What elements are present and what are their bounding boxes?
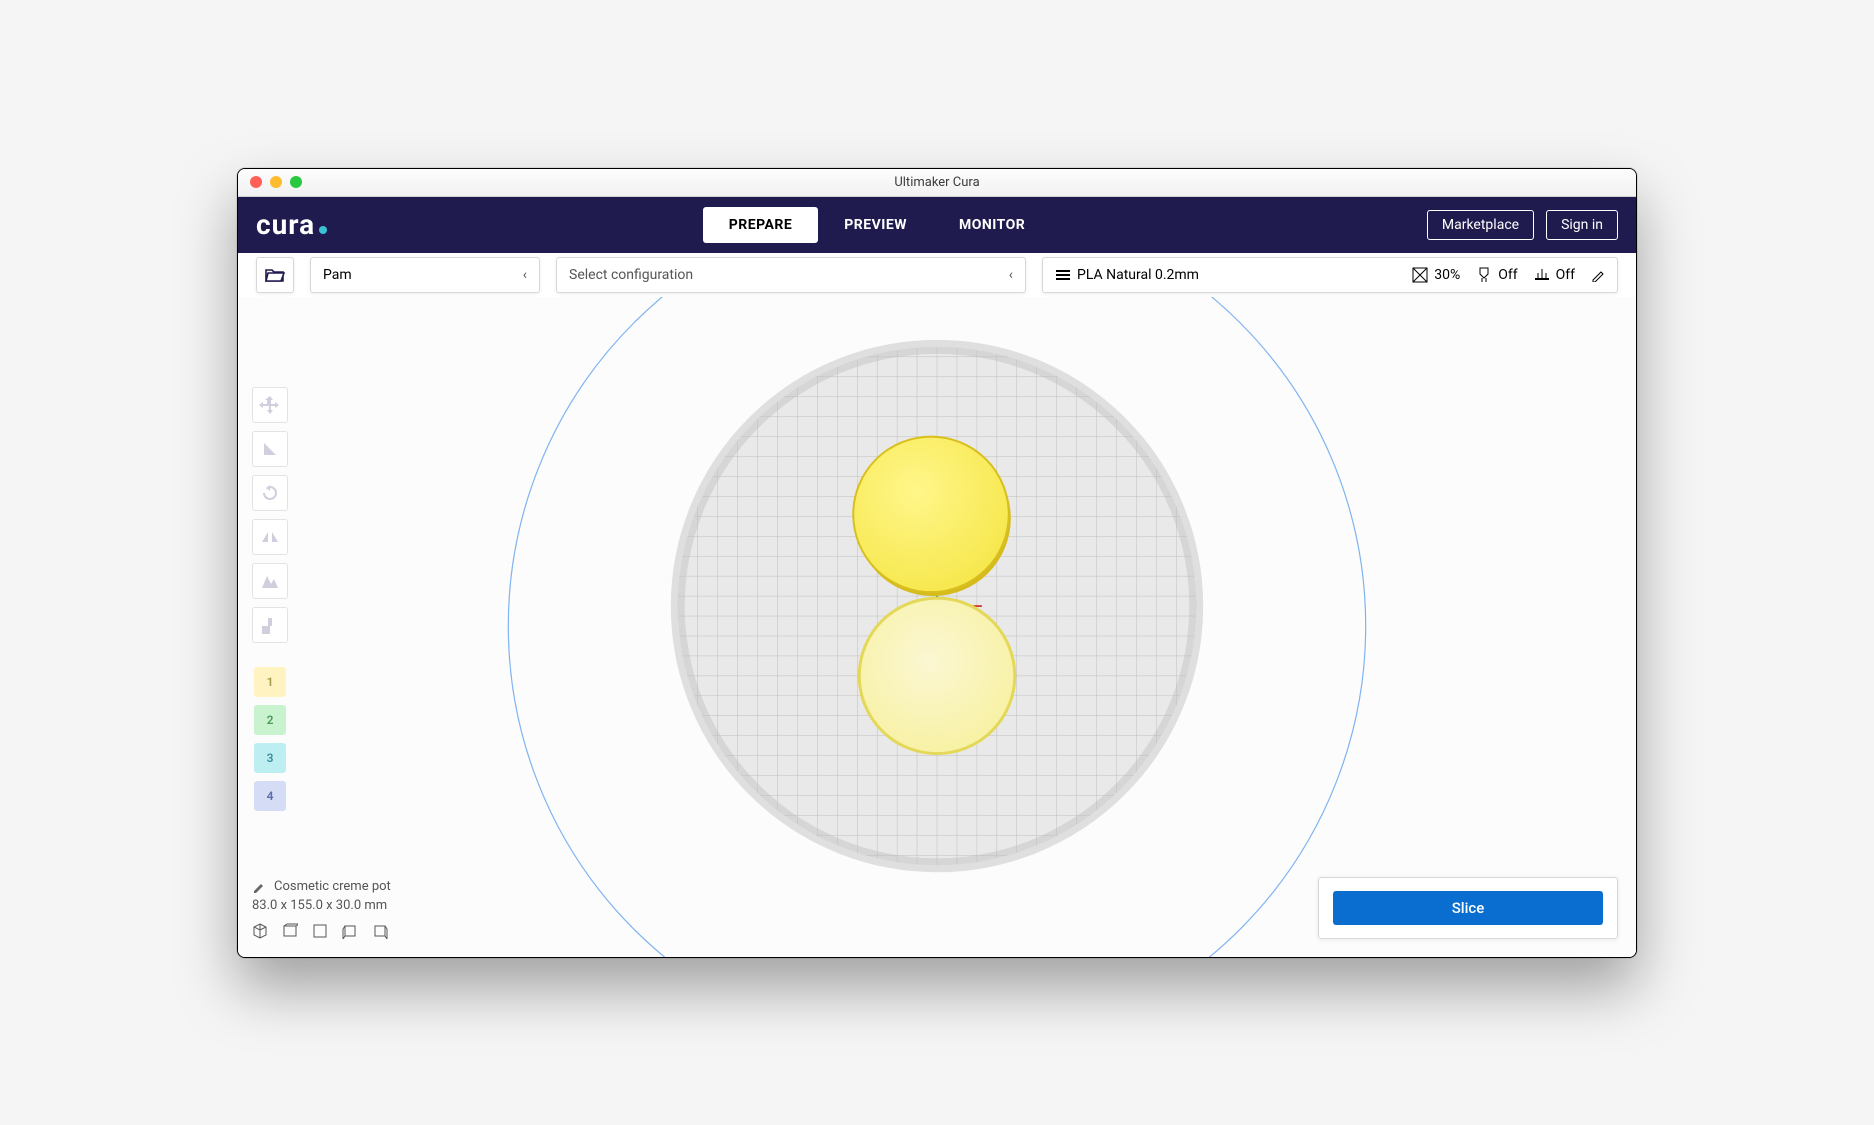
open-file-button[interactable] (256, 257, 294, 293)
stage-monitor[interactable]: MONITOR (933, 207, 1051, 243)
slice-button-label: Slice (1452, 899, 1485, 917)
stage-tabs: PREPARE PREVIEW MONITOR (327, 207, 1427, 243)
app-window: Ultimaker Cura cura PREPARE PREVIEW MONI… (237, 168, 1637, 958)
extruder-2[interactable]: 2 (254, 705, 286, 735)
adhesion-value: Off (1556, 267, 1575, 283)
view-3d-icon[interactable] (252, 923, 268, 939)
titlebar: Ultimaker Cura (238, 169, 1636, 197)
print-settings-summary[interactable]: PLA Natural 0.2mm 30% Off Off (1042, 257, 1618, 293)
view-top-icon[interactable] (312, 923, 328, 939)
app-header: cura PREPARE PREVIEW MONITOR Marketplace… (238, 197, 1636, 253)
slice-button[interactable]: Slice (1333, 891, 1603, 925)
view-front-icon[interactable] (282, 923, 298, 939)
infill-icon (1412, 267, 1428, 283)
extruder-4[interactable]: 4 (254, 781, 286, 811)
object-dimensions: 83.0 x 155.0 x 30.0 mm (252, 898, 391, 913)
support-setting: Off (1476, 267, 1517, 283)
configuration-select[interactable]: Select configuration ‹ (556, 257, 1026, 293)
extruder-3-label: 3 (267, 751, 274, 765)
tool-column: 1 2 3 4 (252, 387, 292, 811)
window-maximize-icon[interactable] (290, 176, 302, 188)
marketplace-button[interactable]: Marketplace (1427, 210, 1534, 240)
app-logo-text: cura (256, 208, 315, 241)
configuration-placeholder: Select configuration (569, 267, 693, 283)
signin-button[interactable]: Sign in (1546, 210, 1618, 240)
app-logo: cura (256, 208, 327, 241)
chevron-left-icon: ‹ (1009, 267, 1013, 283)
pencil-icon[interactable] (252, 879, 266, 893)
layers-icon (1055, 268, 1071, 282)
window-title: Ultimaker Cura (238, 175, 1636, 190)
window-close-icon[interactable] (250, 176, 262, 188)
object-info: Cosmetic creme pot 83.0 x 155.0 x 30.0 m… (252, 879, 391, 939)
printer-name: Pam (323, 267, 352, 283)
support-icon (1476, 267, 1492, 283)
chevron-left-icon: ‹ (523, 267, 527, 283)
extruder-3[interactable]: 3 (254, 743, 286, 773)
pencil-icon[interactable] (1591, 268, 1605, 282)
adhesion-setting: Off (1534, 267, 1575, 283)
adhesion-icon (1534, 267, 1550, 283)
infill-setting: 30% (1412, 267, 1460, 283)
stage-preview[interactable]: PREVIEW (818, 207, 933, 243)
header-actions: Marketplace Sign in (1427, 210, 1618, 240)
view-mode-row (252, 923, 391, 939)
tool-per-model[interactable] (252, 563, 288, 599)
slice-panel: Slice (1318, 877, 1618, 939)
config-bar: Pam ‹ Select configuration ‹ PLA Natural… (238, 253, 1636, 297)
tool-rotate[interactable] (252, 475, 288, 511)
app-logo-dot-icon (319, 226, 327, 234)
traffic-lights (250, 176, 302, 188)
extruder-1[interactable]: 1 (254, 667, 286, 697)
tool-move[interactable] (252, 387, 288, 423)
folder-open-icon (265, 267, 285, 283)
window-minimize-icon[interactable] (270, 176, 282, 188)
extruder-2-label: 2 (267, 713, 274, 727)
build-scene (238, 297, 1636, 957)
view-right-icon[interactable] (372, 923, 388, 939)
material-profile: PLA Natural 0.2mm (1055, 267, 1199, 283)
tool-support-blocker[interactable] (252, 607, 288, 643)
viewport[interactable]: 1 2 3 4 Cosmetic creme pot 83.0 x 155.0 … (238, 297, 1636, 957)
tool-mirror[interactable] (252, 519, 288, 555)
object-name: Cosmetic creme pot (274, 879, 391, 894)
infill-value: 30% (1434, 267, 1460, 283)
material-profile-label: PLA Natural 0.2mm (1077, 267, 1199, 283)
extruder-4-label: 4 (267, 789, 274, 803)
extruder-1-label: 1 (267, 675, 274, 689)
printer-select[interactable]: Pam ‹ (310, 257, 540, 293)
tool-scale[interactable] (252, 431, 288, 467)
stage-prepare[interactable]: PREPARE (703, 207, 819, 243)
view-left-icon[interactable] (342, 923, 358, 939)
support-value: Off (1498, 267, 1517, 283)
